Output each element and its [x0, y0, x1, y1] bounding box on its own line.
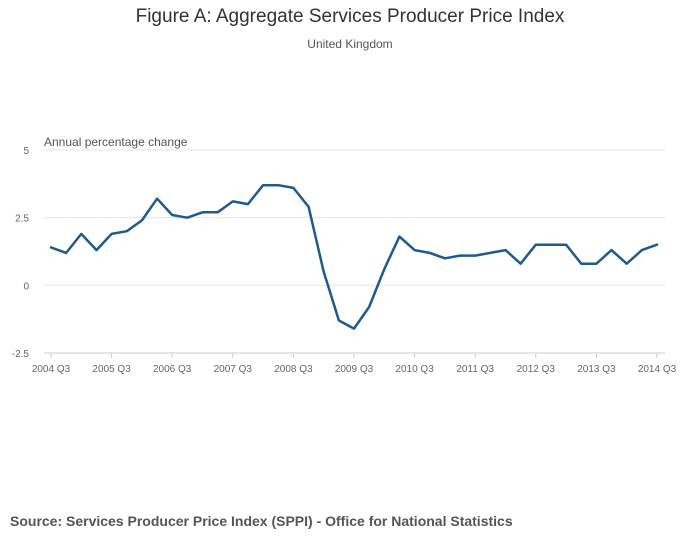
- y-tick-label: -2.5: [12, 349, 30, 360]
- y-tick-label: 2.5: [15, 214, 29, 225]
- x-tick-label: 2012 Q3: [517, 364, 556, 375]
- x-tick-label: 2008 Q3: [274, 364, 313, 375]
- x-tick-label: 2014 Q3: [638, 364, 677, 375]
- y-tick-label: 0: [23, 281, 29, 292]
- x-tick-label: 2011 Q3: [456, 364, 494, 375]
- x-tick-label: 2013 Q3: [577, 364, 616, 375]
- x-tick-label: 2007 Q3: [214, 364, 253, 375]
- y-axis-label: Annual percentage change: [44, 135, 188, 149]
- series-line: [49, 183, 659, 330]
- chart-subtitle: United Kingdom: [307, 37, 393, 51]
- x-tick-label: 2004 Q3: [32, 364, 71, 375]
- x-tick-label: 2005 Q3: [92, 364, 131, 375]
- x-tick-label: 2006 Q3: [153, 364, 192, 375]
- chart-title: Figure A: Aggregate Services Producer Pr…: [135, 6, 565, 27]
- source-note: Source: Services Producer Price Index (S…: [10, 513, 513, 529]
- x-tick-label: 2010 Q3: [395, 364, 434, 375]
- x-tick-label: 2009 Q3: [335, 364, 374, 375]
- y-tick-label: 5: [23, 146, 29, 157]
